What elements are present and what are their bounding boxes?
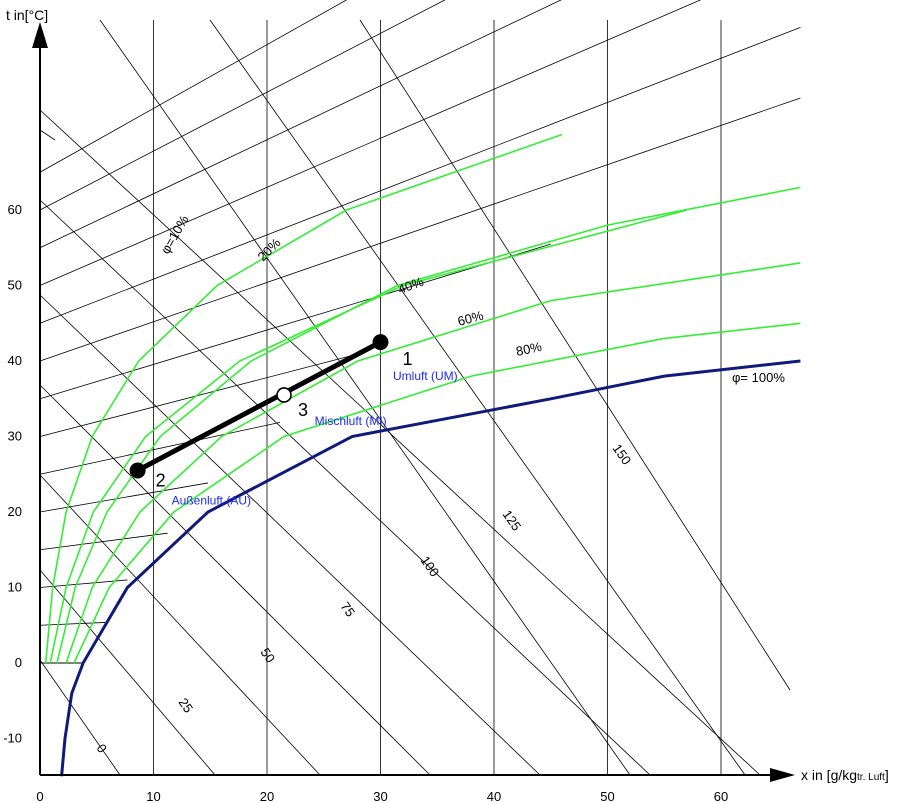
x-tick-label: 20 — [260, 789, 274, 803]
y-tick-label: 60 — [8, 202, 22, 217]
enthalpy-label: 75 — [338, 599, 359, 619]
y-tick-labels: -10 0 10 20 30 40 50 60 — [3, 202, 22, 746]
mixing-line: 2 1 3 — [129, 334, 413, 490]
axes: t in[°C] x in [g/kgtr. Luft] — [6, 7, 889, 783]
x-tick-label: 30 — [373, 789, 387, 803]
enthalpy-label: 150 — [610, 441, 635, 467]
enthalpy-line — [359, 19, 791, 691]
y-tick-label: 50 — [8, 278, 22, 293]
enthalpy-line — [209, 19, 746, 776]
y-tick-label: 20 — [8, 504, 22, 519]
vertical-grid — [153, 20, 722, 775]
humidity-label: 20% — [255, 235, 284, 264]
enthalpy-label: 50 — [258, 645, 279, 665]
x-tick-label: 60 — [714, 789, 728, 803]
isotherm-line — [39, 579, 128, 588]
humidity-curve-line — [65, 262, 801, 664]
state-point-label: 1 — [403, 349, 413, 369]
enthalpy-line — [39, 199, 651, 776]
enthalpy-lines — [39, 19, 791, 776]
isotherm-line — [39, 622, 106, 626]
y-tick-label: 0 — [15, 655, 22, 670]
humidity-label: 40% — [396, 274, 426, 297]
humidity-curve-line — [73, 322, 801, 664]
x-axis-label: x in [g/kgtr. Luft] — [801, 767, 889, 783]
humidity-curve-line — [49, 209, 688, 664]
annotation-label: Umluft (UM) — [393, 369, 458, 383]
x-tick-label: 0 — [36, 789, 43, 803]
saturation-curve — [60, 359, 801, 777]
x-axis-arrow-icon — [770, 768, 795, 782]
enthalpy-label: 25 — [176, 695, 197, 715]
state-point-1 — [372, 334, 389, 351]
isotherm-line — [39, 421, 281, 475]
enthalpy-label: 0 — [94, 741, 110, 756]
isotherm-line — [39, 0, 446, 211]
y-axis-label: t in[°C] — [6, 7, 48, 23]
enthalpy-line — [39, 294, 541, 776]
enthalpy-line — [39, 569, 216, 776]
x-tick-label: 10 — [146, 789, 160, 803]
enthalpy-line — [39, 474, 321, 776]
x-tick-labels: 0 10 20 30 40 50 60 — [36, 789, 728, 803]
x-tick-label: 50 — [600, 789, 614, 803]
isotherm-line — [39, 0, 562, 249]
humidity-curve-line — [44, 133, 563, 664]
y-axis-arrow-icon — [32, 22, 48, 48]
y-tick-label: 10 — [8, 580, 22, 595]
enthalpy-line — [39, 384, 431, 776]
y-tick-label: -10 — [3, 731, 22, 746]
state-point-2 — [129, 462, 146, 479]
enthalpy-line — [39, 659, 121, 776]
enthalpy-line — [39, 129, 56, 141]
enthalpy-line — [99, 19, 631, 776]
isotherm-line — [39, 243, 551, 400]
humidity-label: 60% — [456, 308, 485, 329]
humidity-labels: φ=10% 20% 40% 60% 80% φ= 100% — [158, 212, 786, 385]
humidity-label: 80% — [515, 339, 544, 359]
saturation-curve-line — [81, 359, 801, 664]
x-tick-label: 40 — [487, 789, 501, 803]
humidity-curves — [44, 133, 801, 664]
isotherm-line — [39, 0, 348, 173]
state-point-label: 2 — [156, 470, 166, 490]
humidity-label: φ=10% — [158, 212, 192, 256]
saturation-curve-tail — [60, 662, 85, 777]
state-point-3 — [276, 387, 292, 403]
annotations: Umluft (UM) Mischluft (MI) Außenluft (AU) — [172, 369, 458, 508]
annotation-label: Mischluft (MI) — [315, 414, 387, 428]
enthalpy-label: 125 — [500, 507, 525, 533]
humidity-label: φ= 100% — [732, 370, 785, 385]
enthalpy-line — [39, 109, 761, 776]
mixing-line-segment — [136, 339, 382, 473]
isotherm-line — [39, 97, 801, 362]
annotation-label: Außenluft (AU) — [172, 493, 251, 507]
isotherm-line — [39, 0, 702, 286]
humidity-curve-line — [56, 186, 801, 664]
state-point-label: 3 — [298, 400, 308, 420]
isotherm-line — [39, 26, 801, 324]
isotherm-line — [39, 532, 168, 551]
y-tick-label: 40 — [8, 353, 22, 368]
y-tick-label: 30 — [8, 429, 22, 444]
